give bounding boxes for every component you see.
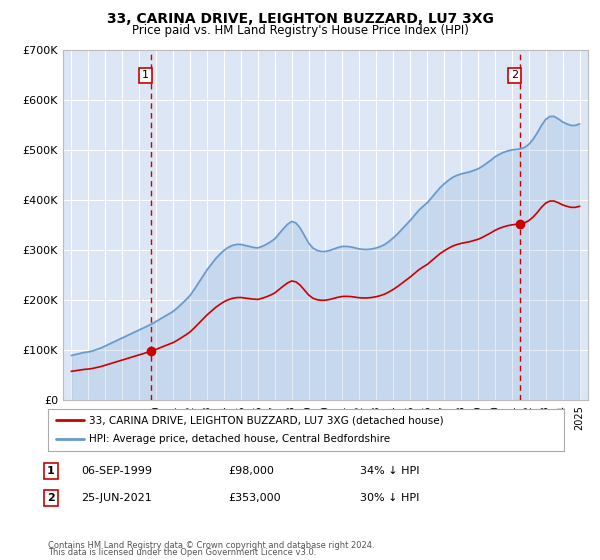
- Text: Contains HM Land Registry data © Crown copyright and database right 2024.: Contains HM Land Registry data © Crown c…: [48, 541, 374, 550]
- Text: This data is licensed under the Open Government Licence v3.0.: This data is licensed under the Open Gov…: [48, 548, 316, 557]
- Text: 1: 1: [142, 71, 149, 81]
- Text: HPI: Average price, detached house, Central Bedfordshire: HPI: Average price, detached house, Cent…: [89, 435, 391, 445]
- Text: 25-JUN-2021: 25-JUN-2021: [81, 493, 152, 503]
- Text: 33, CARINA DRIVE, LEIGHTON BUZZARD, LU7 3XG (detached house): 33, CARINA DRIVE, LEIGHTON BUZZARD, LU7 …: [89, 415, 444, 425]
- Text: Price paid vs. HM Land Registry's House Price Index (HPI): Price paid vs. HM Land Registry's House …: [131, 24, 469, 36]
- Text: 2: 2: [511, 71, 518, 81]
- Text: 33, CARINA DRIVE, LEIGHTON BUZZARD, LU7 3XG: 33, CARINA DRIVE, LEIGHTON BUZZARD, LU7 …: [107, 12, 493, 26]
- Text: £353,000: £353,000: [228, 493, 281, 503]
- Text: 06-SEP-1999: 06-SEP-1999: [81, 466, 152, 476]
- Text: 2: 2: [47, 493, 55, 503]
- Text: 30% ↓ HPI: 30% ↓ HPI: [360, 493, 419, 503]
- Text: 1: 1: [47, 466, 55, 476]
- Text: 34% ↓ HPI: 34% ↓ HPI: [360, 466, 419, 476]
- Text: £98,000: £98,000: [228, 466, 274, 476]
